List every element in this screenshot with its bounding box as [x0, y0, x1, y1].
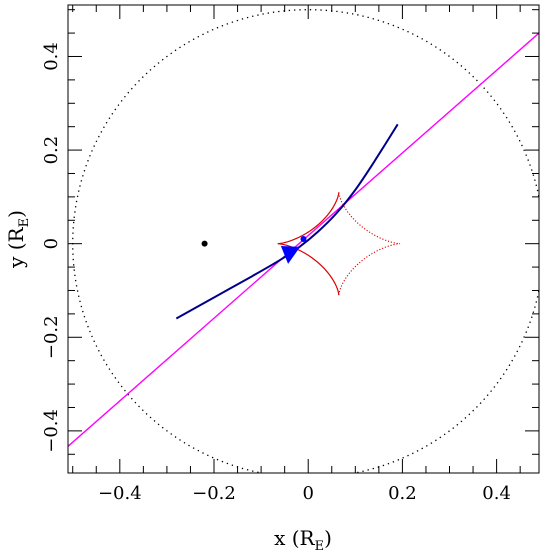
lens-point-2 [300, 236, 307, 242]
y-tick-label: 0.2 [41, 136, 62, 165]
source-track [175, 123, 399, 320]
x-tick-label: −0.4 [98, 483, 142, 504]
y-axis-label: y (RE) [4, 210, 32, 269]
einstein-ring [72, 9, 539, 473]
x-tick-label: 0.4 [482, 483, 511, 504]
x-tick-label: 0 [302, 483, 313, 504]
caustic-solid [277, 192, 340, 296]
ticks: −0.4 −0.2 0 0.2 0.4 −0.4 −0.2 0 0.2 0.4 [41, 5, 539, 504]
y-tick-label: 0.4 [41, 42, 62, 71]
x-tick-label: 0.2 [388, 483, 417, 504]
x-axis-label: x (RE) [274, 526, 332, 554]
plot-frame [67, 4, 540, 474]
y-tick-label: −0.2 [41, 315, 62, 359]
y-tick-label: 0 [41, 238, 62, 249]
x-tick-label: −0.2 [192, 483, 236, 504]
direction-arrow [280, 246, 301, 264]
plot-content [68, 9, 539, 473]
caustic-dotted [338, 192, 401, 296]
lens-point-1 [201, 240, 208, 247]
y-tick-label: −0.4 [41, 409, 62, 453]
